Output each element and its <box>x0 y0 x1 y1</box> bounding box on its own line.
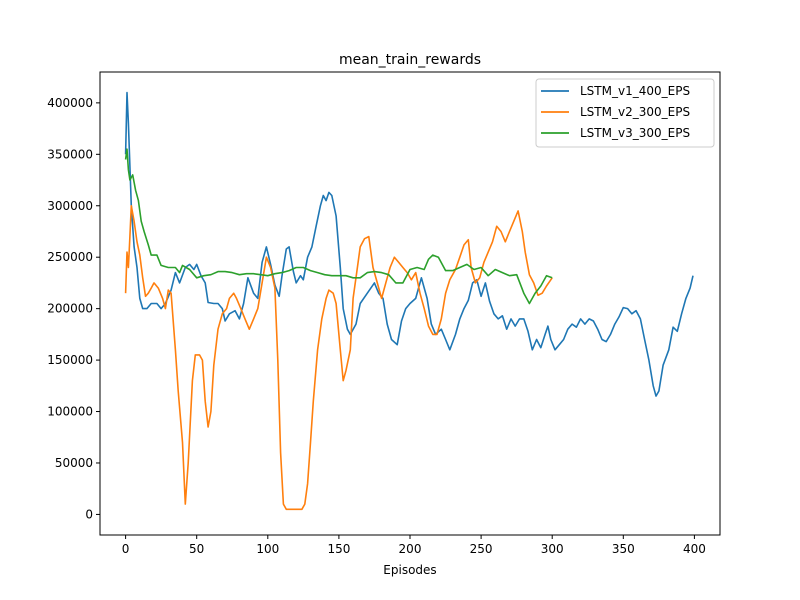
series-layer <box>124 91 694 511</box>
x-axis-label: Episodes <box>383 563 436 577</box>
x-tick-label: 150 <box>327 542 350 556</box>
series-line-3 <box>124 148 553 305</box>
y-tick-label: 200000 <box>47 302 93 316</box>
y-tick-label: 50000 <box>55 456 93 470</box>
y-tick-label: 400000 <box>47 96 93 110</box>
y-tick-label: 100000 <box>47 405 93 419</box>
series-line-2 <box>124 205 553 511</box>
x-axis-ticks: 0 50 100 150 200 250 300 350 400 <box>122 535 706 556</box>
x-tick-label: 350 <box>612 542 635 556</box>
y-tick-label: 150000 <box>47 353 93 367</box>
legend-label-1: LSTM_v1_400_EPS <box>580 84 690 98</box>
chart-title: mean_train_rewards <box>339 52 481 68</box>
x-tick-label: 0 <box>122 542 130 556</box>
legend-box <box>535 78 715 148</box>
x-tick-label: 200 <box>399 542 422 556</box>
y-tick-label: 350000 <box>47 147 93 161</box>
x-tick-label: 100 <box>256 542 279 556</box>
y-axis-ticks: 0 50000 100000 150000 200000 250000 300000 3500… <box>47 96 100 521</box>
y-tick-label: 250000 <box>47 250 93 264</box>
y-tick-label: 0 <box>85 507 93 521</box>
legend: LSTM_v1_400_EPS LSTM_v2_300_EPS LSTM_v3_30… <box>535 78 715 148</box>
plot-area <box>99 71 721 536</box>
series-line-1 <box>124 91 694 397</box>
x-tick-label: 400 <box>683 542 706 556</box>
legend-label-3: LSTM_v3_300_EPS <box>580 126 690 140</box>
x-tick-label: 300 <box>541 542 564 556</box>
y-tick-label: 300000 <box>47 199 93 213</box>
legend-label-2: LSTM_v2_300_EPS <box>580 105 690 119</box>
x-tick-label: 50 <box>189 542 204 556</box>
x-tick-label: 250 <box>470 542 493 556</box>
